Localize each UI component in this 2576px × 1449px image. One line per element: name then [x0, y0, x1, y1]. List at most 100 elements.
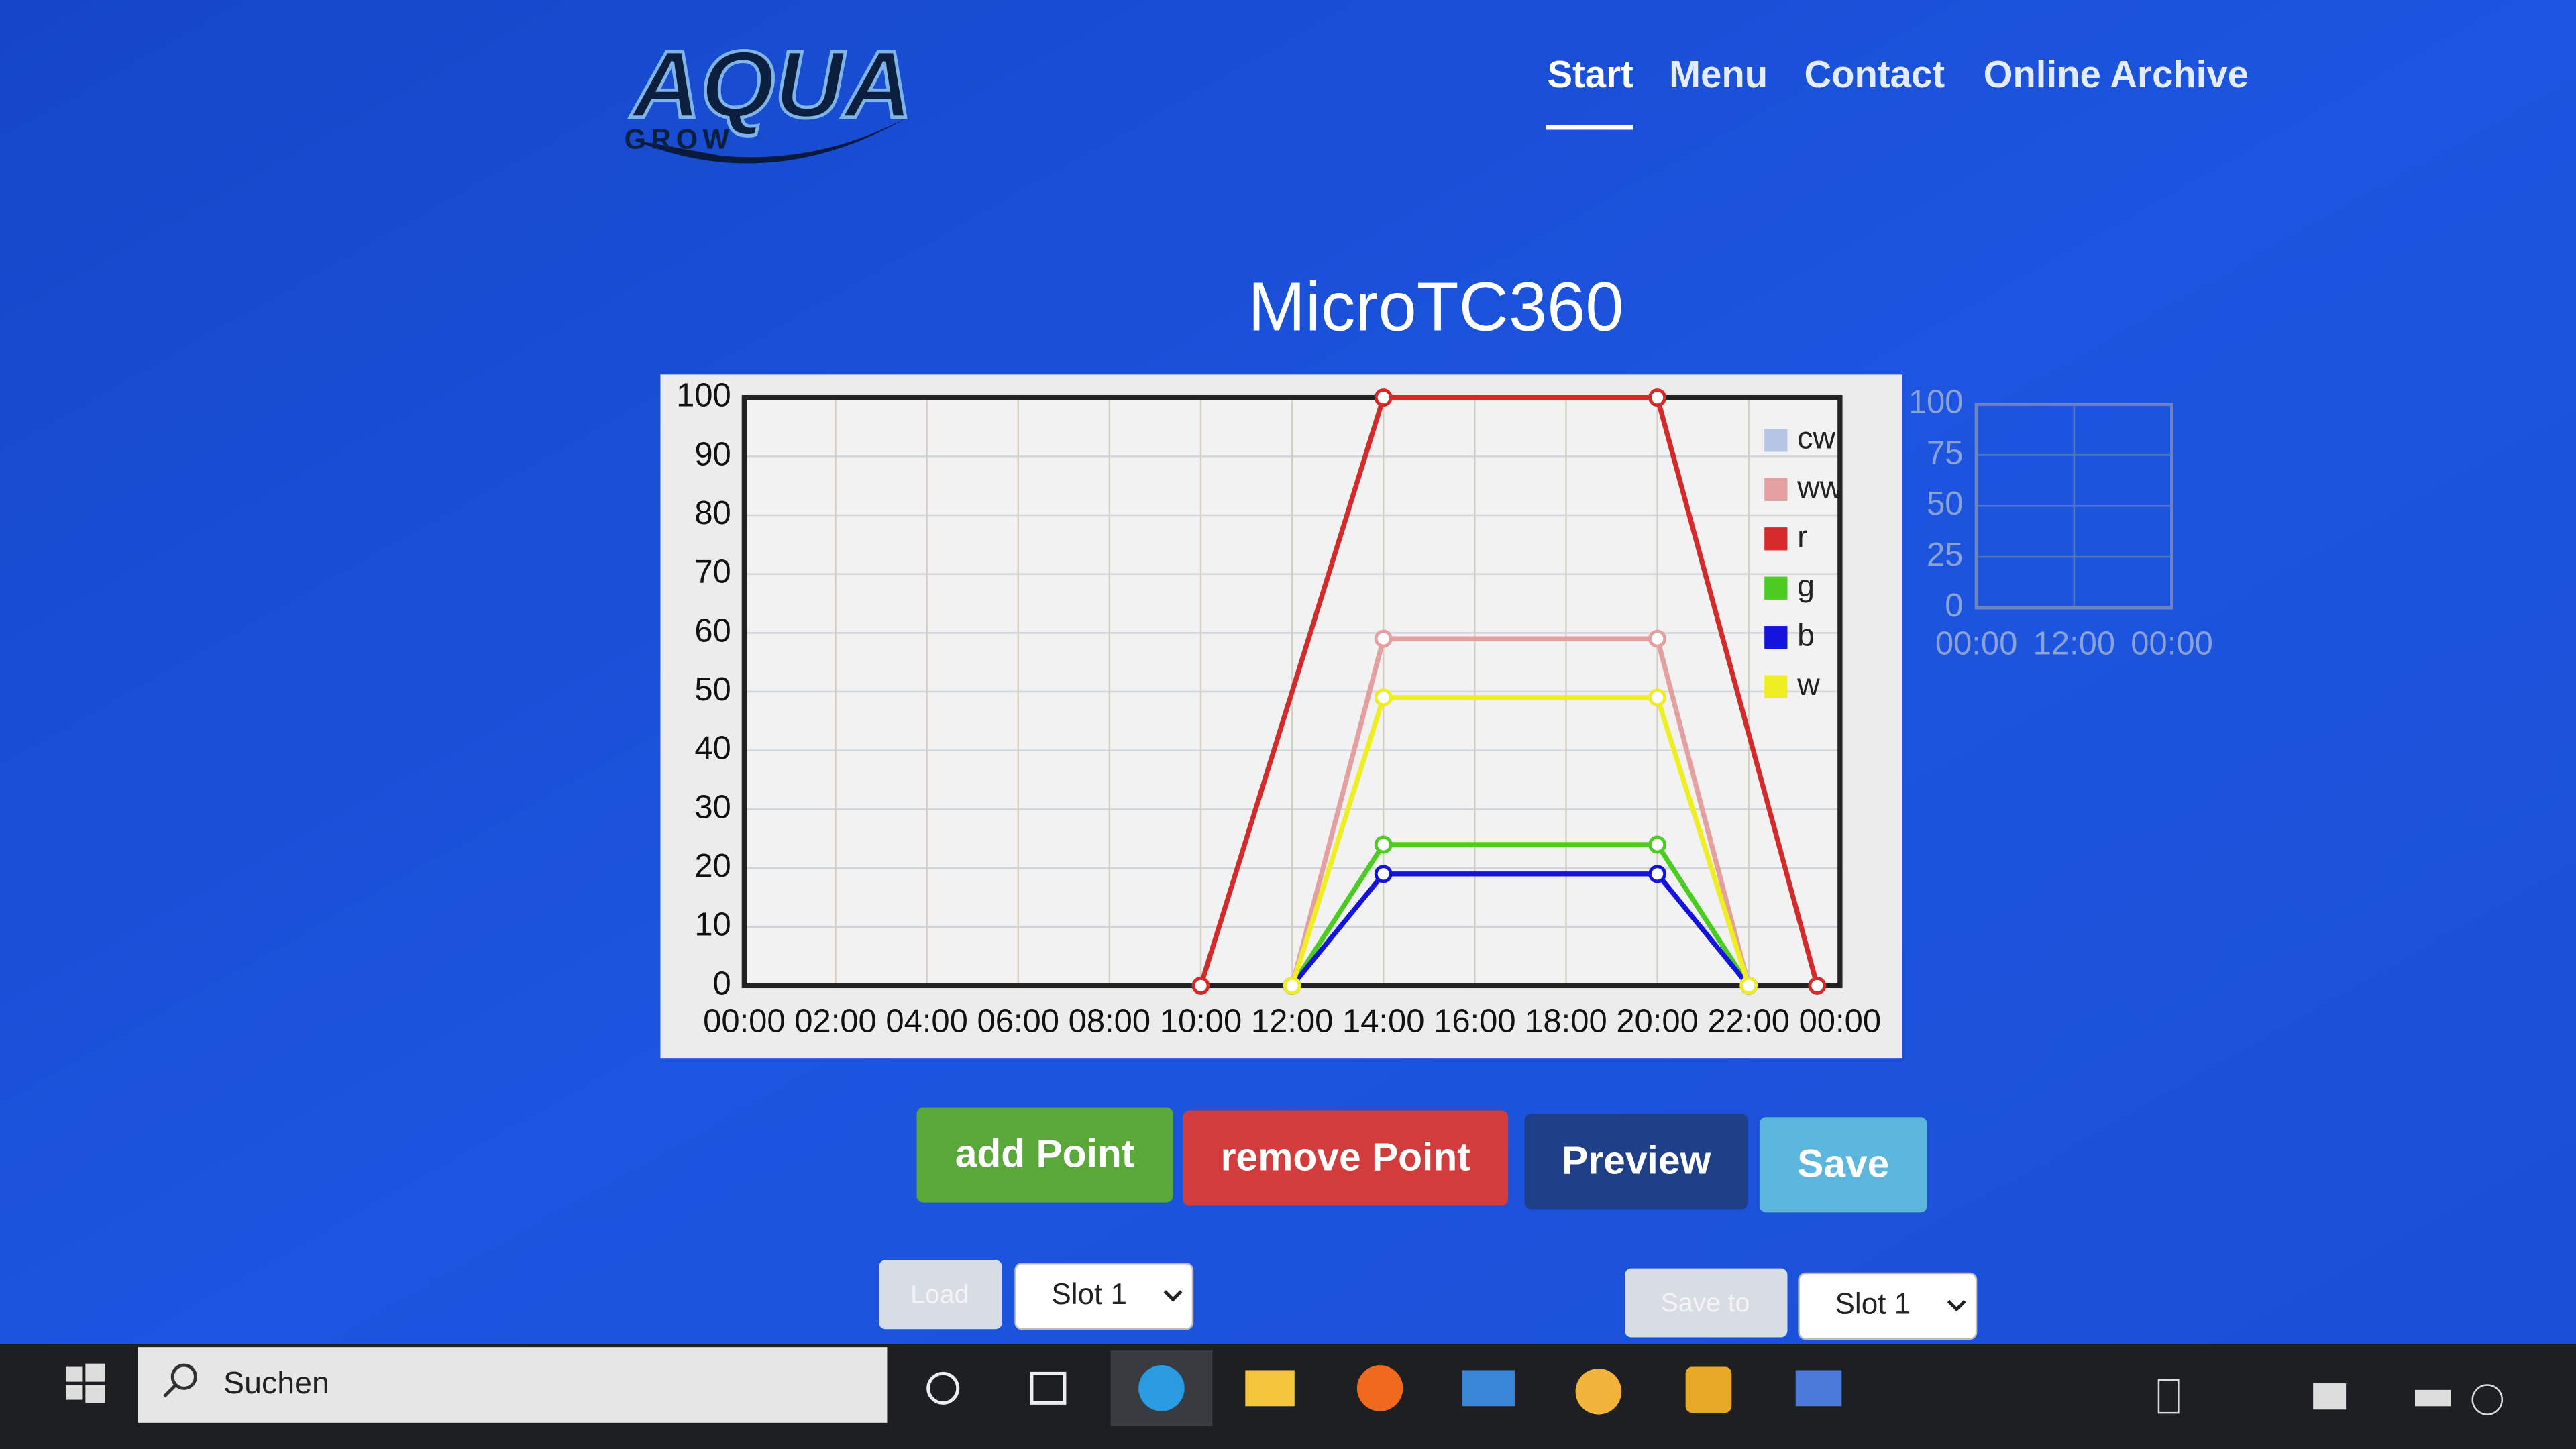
legend-swatch: [1764, 675, 1788, 698]
search-box[interactable]: [138, 1347, 888, 1423]
data-point: [1648, 688, 1667, 707]
y-tick-label: 70: [694, 554, 731, 590]
legend-swatch: [1764, 626, 1788, 649]
cortana-icon[interactable]: [926, 1371, 960, 1405]
win-pane: [85, 1385, 105, 1403]
nav: Start Menu Contact Online Archive: [1546, 53, 2249, 130]
y-tick-label: 100: [676, 378, 731, 414]
x-tick-label: 02:00: [794, 1004, 877, 1040]
y-tick-label: 0: [1945, 588, 1963, 624]
load-label: Load: [910, 1281, 969, 1309]
x-tick-label: 14:00: [1342, 1004, 1425, 1040]
win-pane: [65, 1366, 83, 1382]
nav-link[interactable]: Contact: [1804, 53, 1945, 95]
legend-swatch: [1764, 429, 1788, 452]
x-tick-label: 00:00: [1799, 1004, 1882, 1040]
x-tick-label: 04:00: [885, 1004, 968, 1040]
nav-link[interactable]: Menu: [1669, 53, 1768, 95]
x-tick-label: 18:00: [1525, 1004, 1607, 1040]
action-button[interactable]: [1759, 1117, 1927, 1213]
search-icon: [163, 1383, 177, 1398]
app-icon[interactable]: [1575, 1368, 1622, 1415]
load-slot-label: Slot 1: [1051, 1278, 1127, 1311]
series-line: [1289, 636, 1752, 987]
x-tick-label: 08:00: [1069, 1004, 1151, 1040]
action-button-label: add Point: [955, 1132, 1135, 1176]
x-tick-label: 12:00: [2033, 625, 2116, 661]
nav-link[interactable]: Online Archive: [1984, 53, 2249, 95]
series-line: [1289, 695, 1752, 987]
search-icon: [170, 1363, 197, 1390]
mini-chart: 0 25 50 75 100 00:00 12:00 00:00: [1909, 384, 2213, 661]
data-point: [1191, 976, 1210, 995]
win-pane: [85, 1363, 105, 1382]
win-pane: [65, 1385, 83, 1400]
legend-swatch: [1764, 478, 1788, 501]
tray-icon[interactable]: [2157, 1379, 2180, 1414]
load-button[interactable]: [879, 1260, 1002, 1330]
load-controls: Load Slot 1 Save to Slot 1: [879, 1260, 1978, 1340]
page-title: MicroTC360: [1248, 268, 1623, 345]
data-point: [1374, 629, 1393, 648]
x-tick-label: 00:00: [1935, 625, 2018, 661]
mail-icon[interactable]: [1462, 1370, 1515, 1407]
logo-sub: GROW: [625, 123, 735, 155]
series-line: [1290, 871, 1751, 987]
save-slot-label: Slot 1: [1835, 1288, 1911, 1321]
button-row: add Point remove Point Preview Save: [916, 1107, 1927, 1213]
legend-label: g: [1797, 568, 1815, 603]
data-point: [1374, 388, 1393, 407]
y-tick-label: 25: [1927, 537, 1963, 573]
tray-icon[interactable]: [2415, 1389, 2451, 1407]
firefox-icon[interactable]: [1356, 1365, 1403, 1411]
edge-icon[interactable]: [1138, 1365, 1185, 1411]
x-tick-label: 16:00: [1434, 1004, 1516, 1040]
data-point: [1648, 835, 1667, 854]
y-tick-label: 40: [694, 731, 731, 767]
action-button[interactable]: [916, 1107, 1173, 1203]
save-slot-select[interactable]: [1798, 1272, 1978, 1340]
logo[interactable]: AQUA GROW: [625, 30, 914, 164]
y-tick-label: 10: [694, 907, 731, 943]
data-point: [1374, 688, 1393, 707]
legend-swatch: [1764, 527, 1788, 551]
load-slot-select[interactable]: [1014, 1263, 1194, 1330]
x-tick-label: 00:00: [2131, 625, 2213, 661]
start-button[interactable]: [65, 1363, 105, 1403]
action-button[interactable]: [1524, 1114, 1748, 1210]
save-to-button[interactable]: [1625, 1268, 1788, 1338]
tray-icon[interactable]: [2313, 1383, 2347, 1410]
legend-label: cw: [1797, 421, 1835, 455]
data-point: [1808, 976, 1827, 995]
x-tick-label: 12:00: [1251, 1004, 1334, 1040]
search-placeholder: Suchen: [223, 1365, 329, 1400]
taskbar: Suchen: [0, 1344, 2576, 1449]
legend-label: r: [1797, 519, 1808, 554]
data-point: [1648, 388, 1667, 407]
taskview-icon[interactable]: [1030, 1371, 1067, 1405]
select-arrow: [1947, 1299, 1966, 1312]
data-point: [1283, 976, 1301, 995]
y-tick-label: 50: [1927, 486, 1963, 522]
tray-icon[interactable]: [2471, 1384, 2504, 1415]
nav-link[interactable]: Start: [1547, 53, 1633, 95]
x-tick-label: 22:00: [1707, 1004, 1790, 1040]
save-to-label: Save to: [1661, 1289, 1750, 1318]
data-point: [1374, 835, 1393, 854]
y-tick-label: 90: [694, 436, 731, 472]
x-tick-label: 06:00: [977, 1004, 1059, 1040]
x-tick-label: 20:00: [1616, 1004, 1699, 1040]
action-button[interactable]: [1183, 1110, 1509, 1206]
app-icon[interactable]: [1685, 1366, 1732, 1413]
logo-main: AQUA: [630, 32, 912, 138]
app-icon[interactable]: [1795, 1370, 1842, 1407]
x-tick-label: 00:00: [703, 1004, 786, 1040]
nav-active-underline: [1546, 125, 1633, 130]
series-line: [1290, 842, 1751, 987]
y-tick-label: 0: [713, 965, 731, 1002]
legend-label: ww: [1796, 470, 1843, 504]
action-button-label: remove Point: [1221, 1136, 1470, 1179]
explorer-icon[interactable]: [1245, 1370, 1295, 1407]
